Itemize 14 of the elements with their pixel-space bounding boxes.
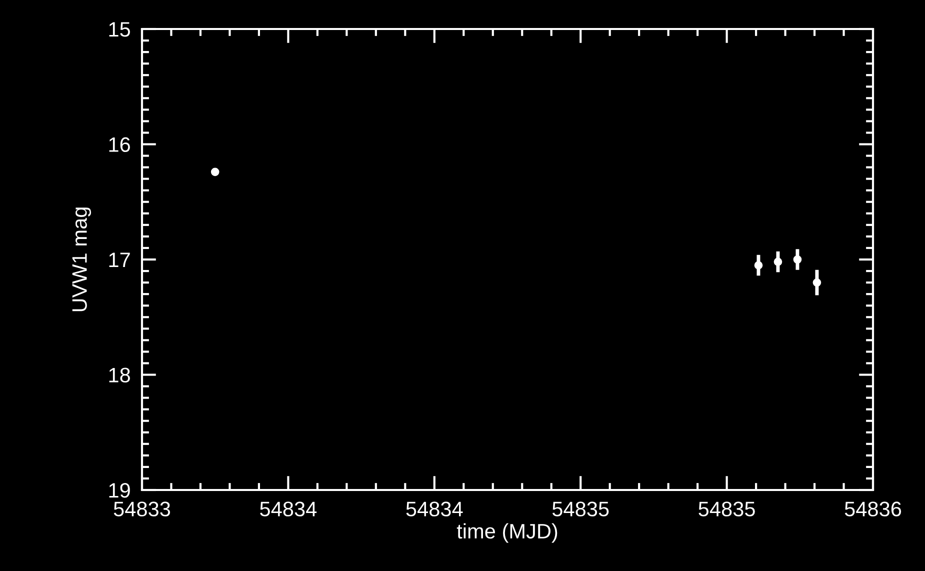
y-tick-label: 19 bbox=[109, 483, 130, 498]
point bbox=[210, 168, 220, 176]
x-tick-label: 54833 bbox=[114, 502, 170, 516]
x-tick-label: 54836 bbox=[844, 502, 902, 516]
y-tick-label: 18 bbox=[109, 368, 130, 383]
x-tick-label: 54834 bbox=[260, 502, 317, 516]
x-tick-label: 54835 bbox=[552, 502, 609, 516]
x-tick-label: 54834 bbox=[406, 502, 463, 516]
y-axis-title: UVW1 mag bbox=[72, 208, 92, 312]
y-tick-label: 17 bbox=[109, 252, 130, 268]
y-tick-label: 15 bbox=[109, 22, 130, 37]
x-axis-title: time (MJD) bbox=[456, 523, 558, 543]
x-tick-label: 54835 bbox=[698, 502, 755, 516]
y-tick-label: 16 bbox=[109, 137, 130, 152]
